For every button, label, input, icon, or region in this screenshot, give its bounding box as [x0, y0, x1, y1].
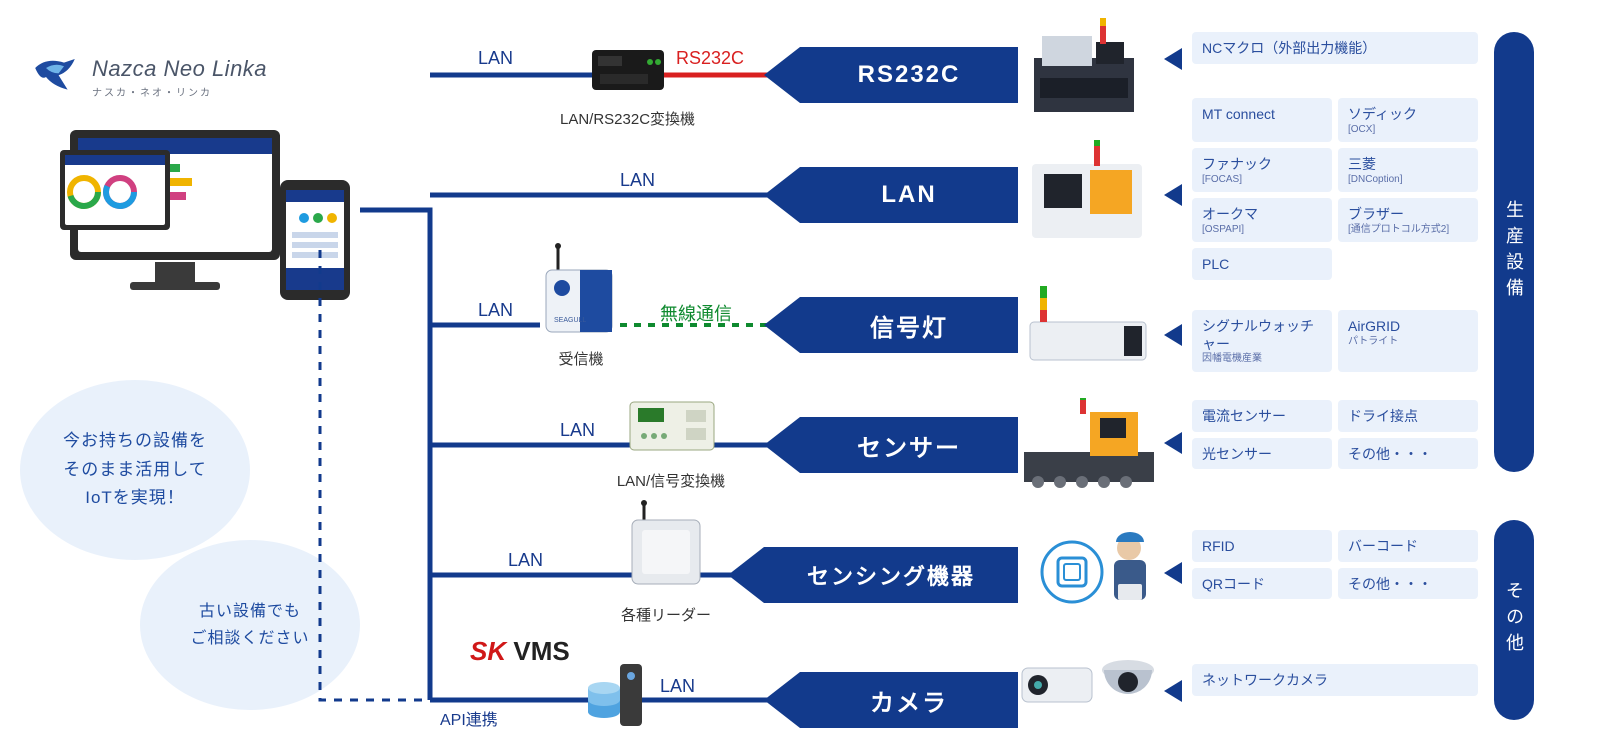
banner-rs232c: RS232C [800, 47, 1018, 103]
device-wireless-receiver: SEAGULL 受信機 [536, 242, 626, 369]
option-pill: その他・・・ [1338, 568, 1478, 600]
option-pill: ネットワークカメラ [1192, 664, 1478, 696]
machine-with-signal-tower [1024, 276, 1154, 376]
machine-cnc-lathe [1024, 18, 1154, 128]
option-pill: NCマクロ（外部出力機能） [1192, 32, 1478, 64]
banner-signal-tower: 信号灯 [800, 297, 1018, 353]
option-pill: 電流センサー [1192, 400, 1332, 432]
api-link-label: API連携 [440, 706, 498, 730]
conn-label-wireless: 無線通信 [660, 300, 732, 326]
svg-text:SEAGULL: SEAGULL [554, 317, 586, 324]
arrow-indicator [1164, 680, 1182, 702]
option-pill: PLC [1192, 248, 1332, 280]
skvms-sk: SK [470, 636, 506, 666]
arrow-indicator [1164, 48, 1182, 70]
option-pill: その他・・・ [1338, 438, 1478, 470]
conn-label-lan-3: LAN [478, 300, 513, 321]
option-group-1: MT connectソディック[OCX]ファナック[FOCAS]三菱[DNCop… [1192, 98, 1478, 280]
banner-lan: LAN [800, 167, 1018, 223]
option-pill: AirGRIDパトライト [1338, 310, 1478, 372]
logo-subtitle: ナスカ・ネオ・リンカ [92, 84, 267, 99]
option-pill: ソディック[OCX] [1338, 98, 1478, 142]
device-caption-1: LAN/RS232C変換機 [560, 108, 695, 129]
device-lan-signal-converter: LAN/信号変換機 [616, 384, 726, 491]
callout-bubble-2: 古い設備でも ご相談ください [140, 540, 360, 710]
category-tab-production: 生産設備 [1494, 32, 1534, 472]
conn-label-lan-5: LAN [508, 550, 543, 571]
option-pill: RFID [1192, 530, 1332, 562]
option-pill: ドライ接点 [1338, 400, 1478, 432]
product-logo: Nazca Neo Linka ナスカ・ネオ・リンカ [28, 50, 267, 104]
machine-conveyor [1020, 398, 1160, 498]
option-pill: オークマ[OSPAPI] [1192, 198, 1332, 242]
device-caption-3: 受信機 [558, 348, 603, 369]
skvms-logo: SK VMS [470, 636, 570, 667]
option-pill: 三菱[DNCoption] [1338, 148, 1478, 192]
arrow-indicator [1164, 562, 1182, 584]
option-group-2: シグナルウォッチャー因幡電機産業AirGRIDパトライト [1192, 310, 1478, 372]
option-group-4: RFIDバーコードQRコードその他・・・ [1192, 530, 1478, 599]
worker-with-rfid [1024, 520, 1164, 630]
option-group-3: 電流センサードライ接点光センサーその他・・・ [1192, 400, 1478, 469]
arrow-indicator [1164, 184, 1182, 206]
banner-camera: カメラ [800, 672, 1018, 728]
option-pill: MT connect [1192, 98, 1332, 142]
logo-bird-icon [28, 50, 82, 104]
network-cameras [1018, 648, 1168, 728]
option-pill: バーコード [1338, 530, 1478, 562]
conn-label-lan-4: LAN [560, 420, 595, 441]
option-pill: 光センサー [1192, 438, 1332, 470]
banner-sensing: センシング機器 [764, 547, 1018, 603]
device-caption-4: LAN/信号変換機 [617, 470, 725, 491]
conn-label-lan-6: LAN [660, 676, 695, 697]
option-pill: シグナルウォッチャー因幡電機産業 [1192, 310, 1332, 372]
category-tab-other: その他 [1494, 520, 1534, 720]
machine-machining-center [1024, 140, 1154, 250]
option-pill: QRコード [1192, 568, 1332, 600]
logo-title: Nazca Neo Linka [92, 56, 267, 82]
conn-label-lan-1: LAN [478, 48, 513, 69]
device-reader: 各種リーダー [616, 498, 716, 625]
banner-sensor: センサー [800, 417, 1018, 473]
callout-bubble-1: 今お持ちの設備を そのまま活用して IoTを実現！ [20, 380, 250, 560]
option-pill: ブラザー[通信プロトコル方式2] [1338, 198, 1478, 242]
skvms-vms: VMS [506, 636, 570, 666]
arrow-indicator [1164, 324, 1182, 346]
database-icon [586, 658, 646, 732]
arrow-indicator [1164, 432, 1182, 454]
conn-label-lan-2: LAN [620, 170, 655, 191]
device-lan-rs232c-converter: LAN/RS232C変換機 [560, 32, 695, 129]
device-caption-5: 各種リーダー [621, 604, 711, 625]
option-group-0: NCマクロ（外部出力機能） [1192, 32, 1478, 64]
option-pill: ファナック[FOCAS] [1192, 148, 1332, 192]
callout-text-2: 古い設備でも ご相談ください [190, 598, 309, 652]
dashboard-devices-illustration [60, 120, 360, 300]
option-group-5: ネットワークカメラ [1192, 664, 1478, 696]
callout-text-1: 今お持ちの設備を そのまま活用して IoTを実現！ [63, 427, 207, 514]
